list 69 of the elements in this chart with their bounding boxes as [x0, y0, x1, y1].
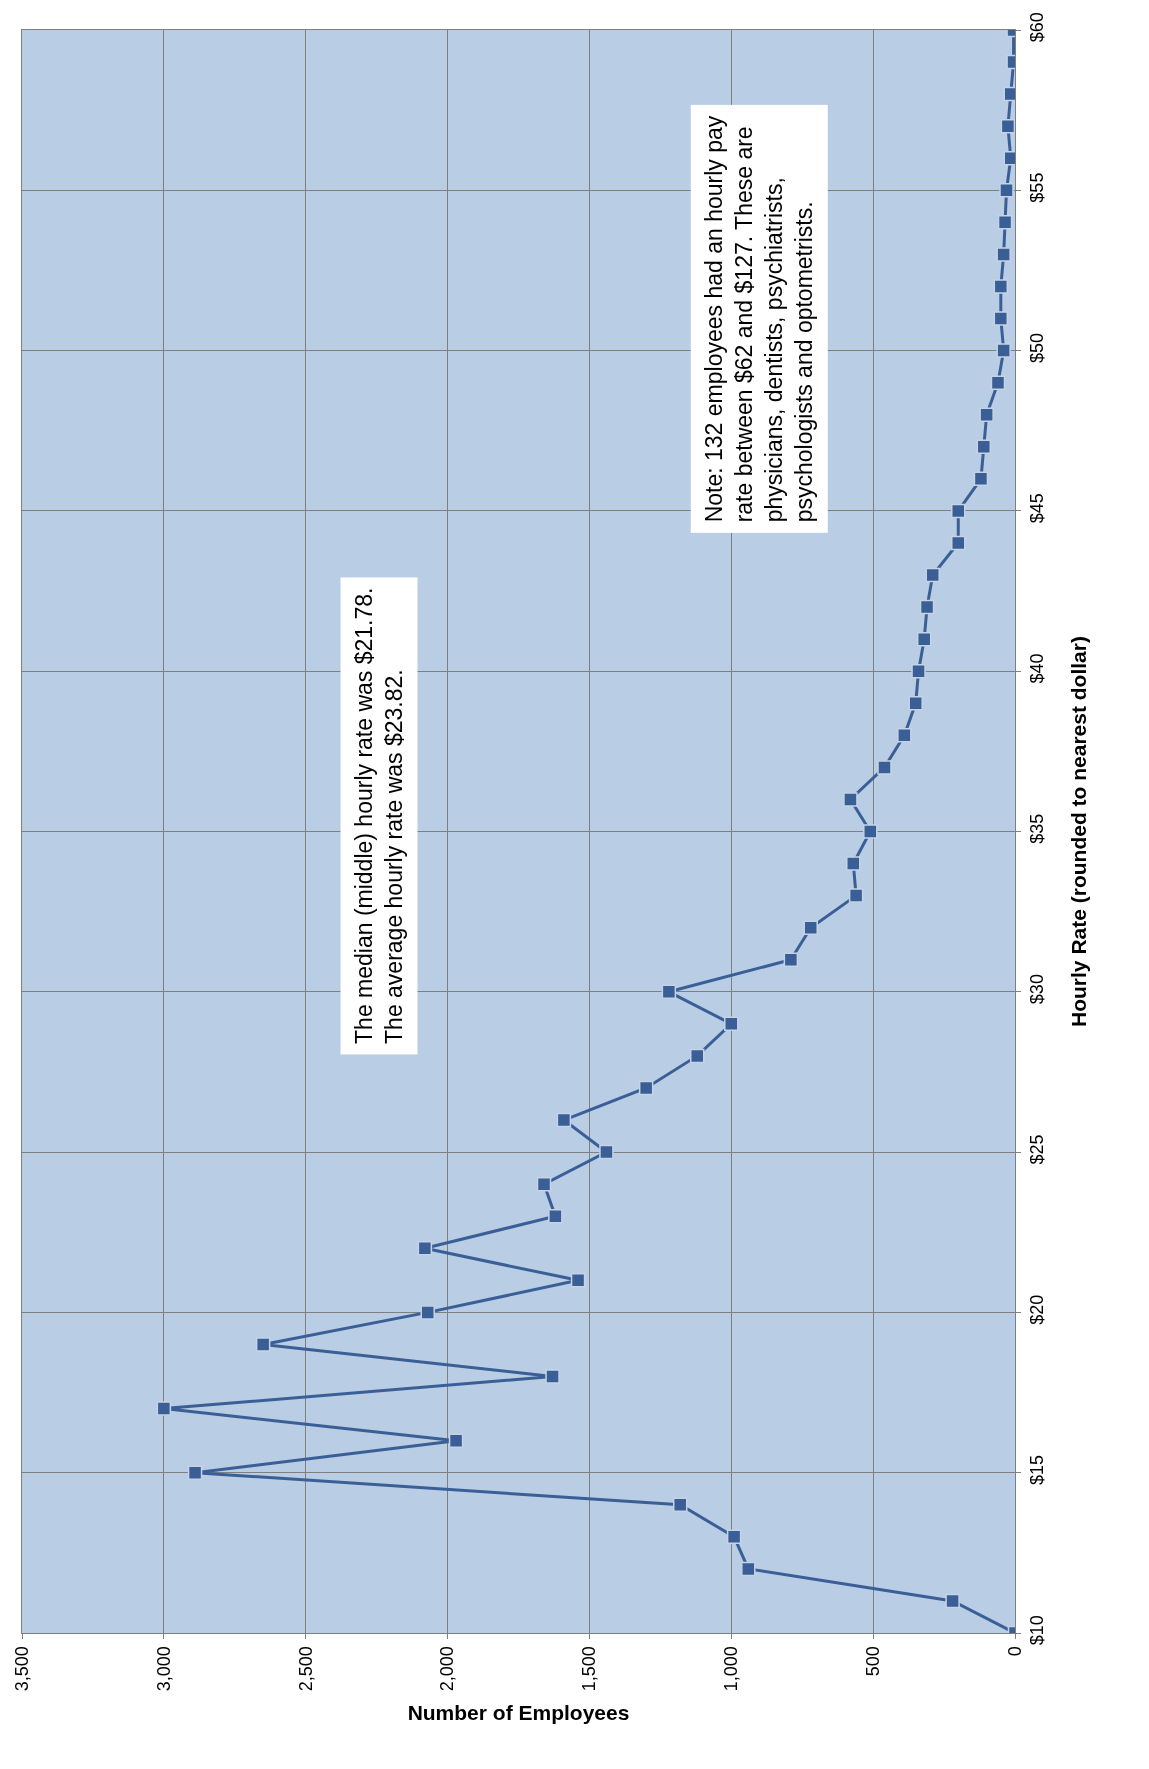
point [925, 567, 940, 583]
point [999, 183, 1014, 198]
point [919, 599, 935, 615]
x-tick-label: 1,000 [721, 1646, 742, 1692]
x-tick-label: 3,500 [11, 1646, 32, 1692]
point [897, 728, 912, 743]
y-tick-label: $30 [1026, 974, 1047, 1005]
y-tick-label: $20 [1026, 1294, 1047, 1325]
point [979, 407, 994, 422]
y-tick-label: $15 [1026, 1454, 1047, 1486]
point [724, 1016, 739, 1032]
y-tick-label: $35 [1026, 813, 1047, 844]
point [908, 696, 923, 711]
point [990, 375, 1006, 390]
point [726, 1529, 742, 1545]
point [846, 856, 861, 871]
y-tick-label: $25 [1026, 1134, 1047, 1165]
point [187, 1465, 203, 1480]
point [877, 760, 892, 775]
point [420, 1305, 435, 1320]
point [916, 631, 932, 647]
annotation: The median (middle) hourly rate was $21.78. The average hourly rate was $23.82. [351, 587, 407, 1044]
point [993, 279, 1009, 294]
x-tick-label: 0 [1004, 1646, 1025, 1657]
x-tick-label: 2,500 [295, 1646, 316, 1692]
point [448, 1433, 464, 1448]
point [783, 952, 799, 967]
point [599, 1144, 614, 1160]
y-tick-label: $55 [1026, 172, 1047, 203]
point [951, 503, 966, 519]
point [996, 247, 1011, 262]
point [951, 535, 966, 551]
point [556, 1112, 572, 1128]
point [741, 1561, 756, 1577]
point [672, 1497, 688, 1513]
x-tick-label: 500 [862, 1646, 883, 1677]
y-axis-title: Hourly Rate (rounded to nearest dollar) [1066, 636, 1090, 1027]
point [417, 1241, 433, 1256]
point [536, 1176, 552, 1192]
point [945, 1593, 960, 1609]
point [993, 311, 1009, 326]
point [548, 1208, 563, 1224]
x-tick-label: 3,000 [153, 1646, 174, 1692]
y-tick-label: $10 [1026, 1615, 1047, 1646]
point [255, 1337, 271, 1352]
point [843, 792, 858, 807]
point [661, 984, 677, 1000]
y-tick-label: $50 [1026, 332, 1047, 363]
point [545, 1369, 560, 1384]
point [570, 1273, 586, 1288]
point [638, 1080, 654, 1096]
x-tick-label: 1,500 [579, 1646, 600, 1692]
point [1000, 118, 1015, 134]
point [976, 439, 992, 455]
point [996, 343, 1011, 358]
point [848, 888, 864, 903]
point [803, 920, 818, 935]
y-tick-label: $45 [1026, 493, 1047, 524]
x-axis-title: Number of Employees [407, 1701, 630, 1725]
point [863, 824, 878, 839]
annotation: Note: 132 employees had an hourly pay rate between $62 and $127. These are physicians, dentists, psychiatrists, psychologists and optometrists. [701, 115, 817, 523]
point [911, 663, 926, 679]
point [156, 1401, 172, 1416]
point [973, 471, 989, 487]
y-tick-label: $60 [1026, 12, 1047, 43]
point [689, 1048, 705, 1064]
x-tick-label: 2,000 [437, 1646, 458, 1692]
point [997, 215, 1013, 230]
y-tick-label: $40 [1026, 653, 1047, 684]
